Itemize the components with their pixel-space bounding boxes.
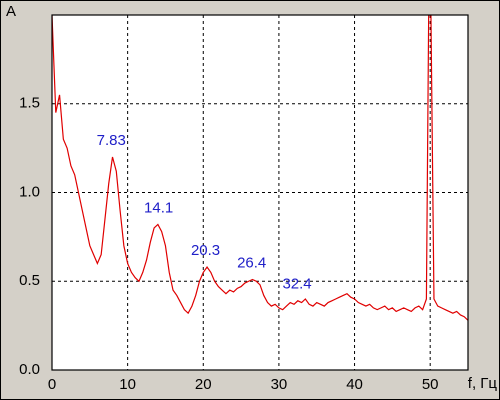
x-tick-label: 40 [346, 376, 363, 393]
y-tick-label: 0.5 [19, 272, 40, 289]
x-tick-label: 50 [422, 376, 439, 393]
y-tick-label: 1.0 [19, 183, 40, 200]
y-axis-label: A [6, 3, 16, 20]
series-line [52, 15, 468, 321]
x-tick-label: 30 [271, 376, 288, 393]
peak-annotation: 7.83 [97, 132, 126, 149]
y-tick-label: 0.0 [19, 361, 40, 378]
peak-annotation: 32.4 [282, 276, 311, 293]
peak-annotation: 26.4 [237, 254, 266, 271]
peak-annotation: 14.1 [144, 199, 173, 216]
y-tick-label: 1.5 [19, 95, 40, 112]
peak-annotation: 20.3 [191, 242, 220, 259]
x-tick-label: 20 [195, 376, 212, 393]
x-tick-label: 0 [48, 376, 56, 393]
x-axis-label: f, Гц [468, 375, 498, 392]
plot-frame [51, 14, 469, 371]
x-tick-label: 10 [119, 376, 136, 393]
